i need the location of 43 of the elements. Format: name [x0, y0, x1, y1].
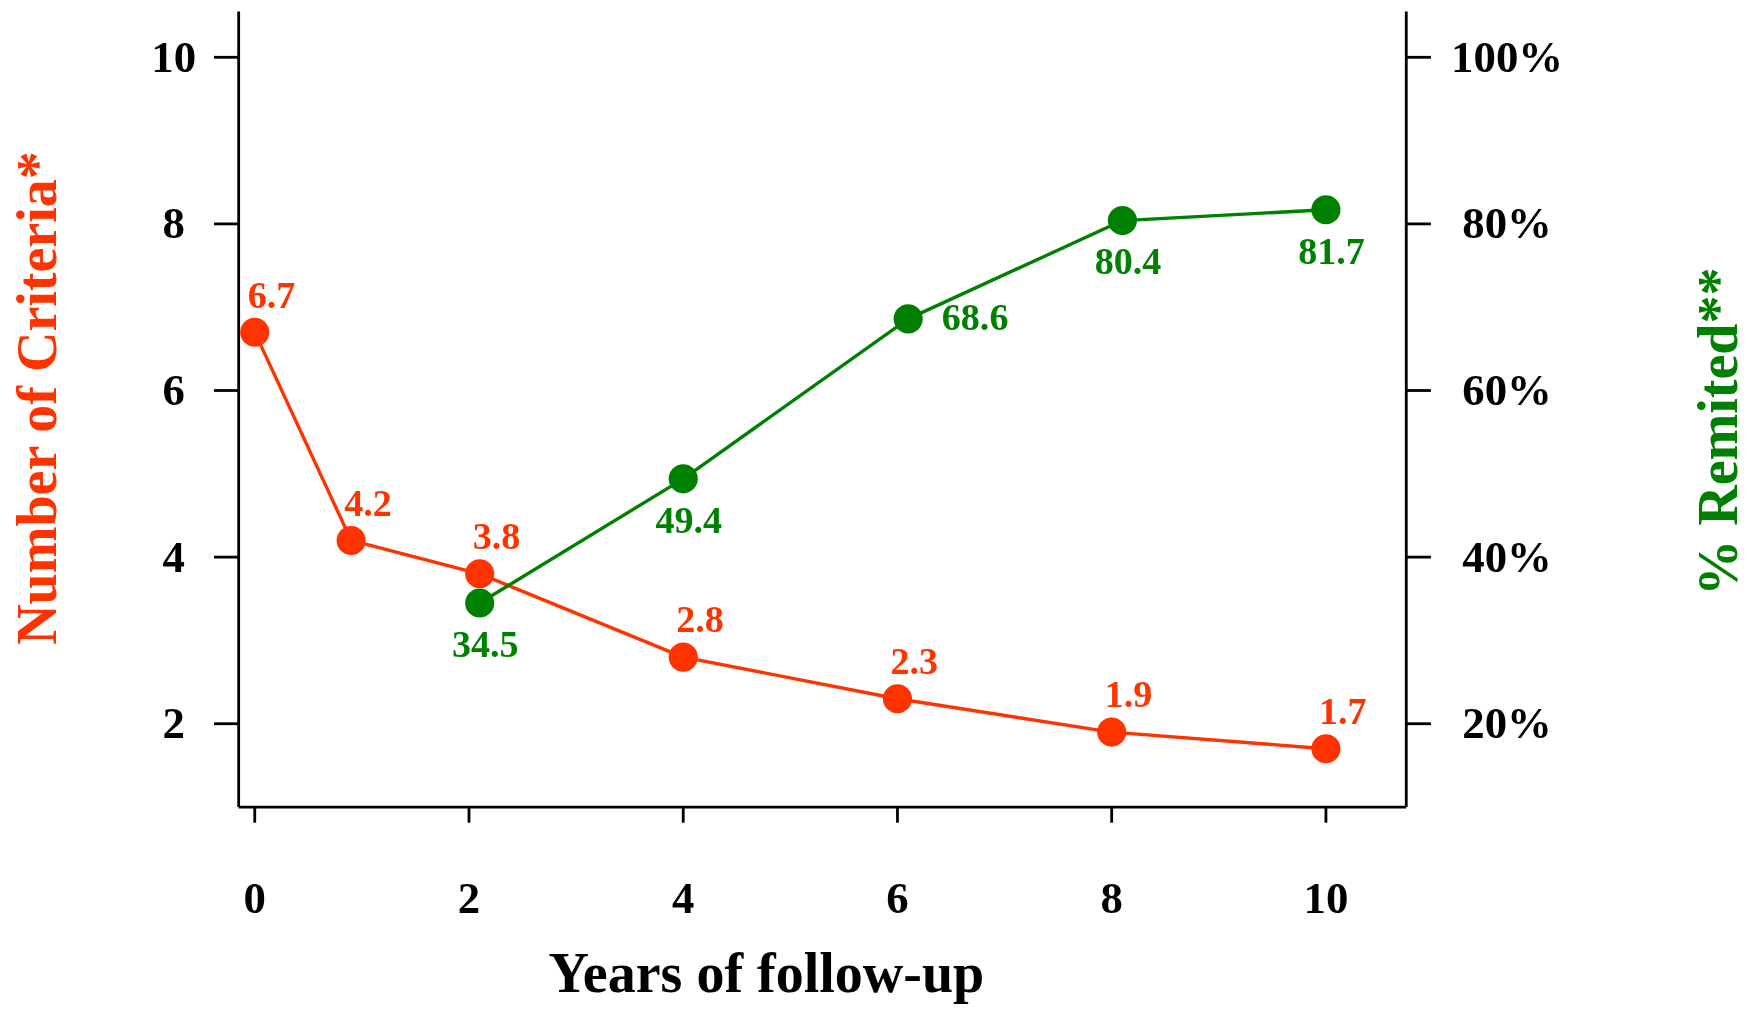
- point: [1311, 734, 1341, 764]
- y2-tick-label: 40%: [1462, 531, 1552, 582]
- y-tick-label: 2: [162, 698, 185, 749]
- y2-tick-label: 20%: [1462, 698, 1552, 749]
- point: [336, 525, 366, 556]
- point: [668, 642, 698, 672]
- y2-tick-label: 60%: [1462, 365, 1552, 416]
- y-tick-label: 4: [162, 531, 185, 582]
- x-tick-label: 0: [243, 873, 266, 924]
- point: [465, 559, 495, 589]
- point: [893, 304, 923, 334]
- y-tick-label: 6: [162, 365, 185, 416]
- data-label: 80.4: [1094, 240, 1162, 283]
- x-tick-label: 2: [457, 873, 481, 924]
- x-tick-label: 8: [1100, 873, 1123, 924]
- data-label: 3.8: [472, 515, 521, 558]
- point: [1311, 195, 1341, 225]
- point: [668, 464, 698, 494]
- y2-tick-label: 80%: [1462, 198, 1552, 249]
- x-tick-label: 6: [886, 873, 909, 924]
- y2-axis-title: % Remited**: [1686, 267, 1749, 596]
- data-label: 81.7: [1298, 229, 1365, 272]
- y-axis-title: Number of Criteria*: [6, 151, 69, 645]
- x-tick-label: 4: [672, 873, 695, 924]
- data-label: 68.6: [941, 296, 1009, 339]
- point: [465, 588, 495, 618]
- y-tick-label: 8: [162, 198, 185, 249]
- x-axis-title: Years of follow-up: [548, 941, 985, 1004]
- data-label: 1.7: [1318, 690, 1367, 733]
- y-tick-label: 10: [151, 31, 197, 82]
- data-label: 1.9: [1104, 673, 1153, 716]
- data-label: 4.2: [344, 481, 392, 524]
- point: [1097, 717, 1127, 747]
- data-label: 6.7: [247, 273, 296, 316]
- point: [240, 317, 270, 347]
- x-tick-label: 10: [1303, 873, 1349, 924]
- data-label: 2.8: [676, 598, 724, 641]
- y2-tick-label: 100%: [1451, 31, 1564, 82]
- data-label: 2.3: [890, 640, 939, 683]
- data-label: 49.4: [655, 498, 723, 541]
- data-label: 34.5: [451, 622, 519, 665]
- point: [1107, 206, 1137, 236]
- point: [882, 684, 913, 714]
